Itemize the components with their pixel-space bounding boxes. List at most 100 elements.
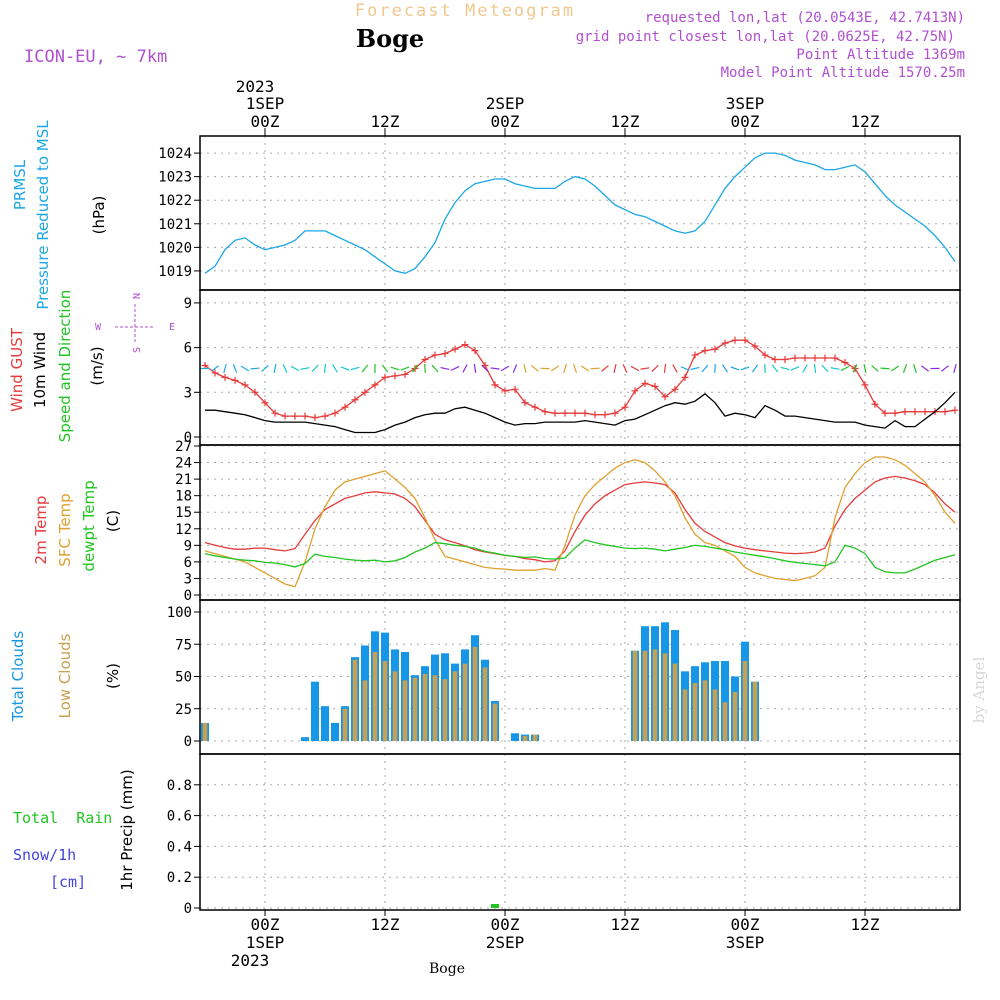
cloud-labels: Total Clouds Low Clouds (%) <box>9 631 122 723</box>
ytick-label-temperature-4: 12 <box>175 522 192 538</box>
temp-unit-label: (C) <box>104 510 122 532</box>
ytick-label-clouds-1: 25 <box>175 702 192 718</box>
low-clouds-label: Low Clouds <box>56 633 74 718</box>
bar-low-clouds <box>662 653 668 741</box>
top-year-label: 2023 <box>236 77 275 96</box>
bar-low-clouds <box>682 689 688 741</box>
bar-low-clouds <box>352 659 358 741</box>
gust-marker <box>921 408 929 416</box>
gust-marker <box>831 354 839 362</box>
ytick-label-temperature-5: 15 <box>175 505 192 521</box>
ytick-label-pressure-5: 1024 <box>158 146 192 162</box>
gust-marker <box>201 361 209 369</box>
credit-label: by Angel <box>970 656 988 723</box>
bar-low-clouds <box>732 691 738 741</box>
bar-low-clouds <box>442 679 448 741</box>
bar-total-clouds <box>511 733 519 741</box>
bottom-hour-label-0: 00Z <box>251 915 280 934</box>
ytick-label-wind-3: 9 <box>184 296 192 312</box>
wind-arrow <box>523 363 527 373</box>
pressure-msl-label: Pressure Reduced to MSL <box>34 120 52 310</box>
gust-marker <box>291 412 299 420</box>
gust-marker <box>641 379 649 387</box>
gust-marker <box>721 339 729 347</box>
gust-marker <box>211 369 219 377</box>
gust-marker <box>691 351 699 359</box>
wind-arrow <box>830 367 840 370</box>
panel-frame-pressure <box>199 135 961 291</box>
compass-south: S <box>132 347 143 353</box>
gust-marker <box>281 412 289 420</box>
gust-marker <box>381 373 389 381</box>
total-rain-label: Total Rain <box>13 809 112 827</box>
gust-marker <box>401 370 409 378</box>
bottom-year-label: 2023 <box>231 951 270 970</box>
footer-location: Boge <box>429 961 465 977</box>
ytick-label-wind-1: 3 <box>184 385 192 401</box>
gust-marker <box>791 354 799 362</box>
gust-marker <box>951 406 959 414</box>
pressure-unit-label: (hPa) <box>90 196 108 235</box>
bar-low-clouds <box>202 722 208 741</box>
gust-marker <box>881 409 889 417</box>
gust-marker <box>781 356 789 364</box>
gust-marker <box>511 385 519 393</box>
gust-marker <box>251 388 259 396</box>
wind-arrow <box>941 365 949 372</box>
bar-low-clouds <box>642 650 648 741</box>
wind-labels: Wind GUST 10m Wind Speed and Direction (… <box>8 290 175 443</box>
wind-arrow <box>813 363 817 374</box>
bottom-hour-label-2: 00Z <box>491 915 520 934</box>
wind-arrow <box>913 363 917 373</box>
wind-arrow <box>481 364 489 373</box>
location-title: Boge <box>356 24 424 53</box>
compass-west: W <box>95 322 102 333</box>
wind-arrow <box>563 364 567 373</box>
wind-arrow <box>512 364 518 373</box>
top-day-label-4: 3SEP <box>726 94 765 113</box>
gust-marker <box>741 336 749 344</box>
gust-marker <box>561 409 569 417</box>
top-day-label-0: 1SEP <box>246 94 285 113</box>
bar-total-clouds <box>301 737 309 741</box>
wind-arrow <box>840 365 850 372</box>
clouds-unit-label: (%) <box>104 663 122 689</box>
wind-arrow <box>323 363 327 374</box>
wind-arrow <box>802 364 808 373</box>
wind-arrow <box>580 365 590 372</box>
gust-marker <box>321 412 329 420</box>
series-sfc-temp <box>204 456 956 588</box>
wind-arrow <box>500 365 510 372</box>
gust-marker <box>531 403 539 411</box>
bar-low-clouds <box>532 734 538 741</box>
wind-arrow <box>651 364 659 373</box>
wind-arrow <box>332 364 338 373</box>
gust-marker <box>591 411 599 419</box>
total-clouds-label: Total Clouds <box>9 631 27 723</box>
bar-low-clouds <box>702 680 708 741</box>
temp-labels: 2m Temp SFC Temp dewpt Temp (C) <box>32 480 122 571</box>
snow-label: Snow/1h <box>13 846 76 864</box>
gust-marker <box>861 381 869 389</box>
wind-arrow <box>412 364 418 373</box>
gust-marker <box>941 408 949 416</box>
wind-arrow <box>572 364 578 373</box>
wind-arrow <box>690 366 700 371</box>
wind-arrow <box>630 365 640 372</box>
gust-marker <box>351 396 359 404</box>
bar-low-clouds <box>632 650 638 741</box>
wind-arrow <box>311 364 319 373</box>
model-name: ICON-EU, ~ 7km <box>24 47 167 67</box>
wind-arrow <box>211 365 219 372</box>
wind-arrow <box>902 364 908 373</box>
bottom-day-label-4: 3SEP <box>726 933 765 952</box>
wind-arrow <box>381 364 389 373</box>
bottom-hour-label-3: 12Z <box>611 915 640 934</box>
gust-marker <box>841 359 849 367</box>
bar-low-clouds <box>742 661 748 741</box>
wind-arrow <box>880 367 890 370</box>
wind-arrow <box>740 366 750 371</box>
model-altitude: Model Point Altitude 1570.25m <box>721 65 965 81</box>
bottom-day-label-0: 1SEP <box>246 933 285 952</box>
